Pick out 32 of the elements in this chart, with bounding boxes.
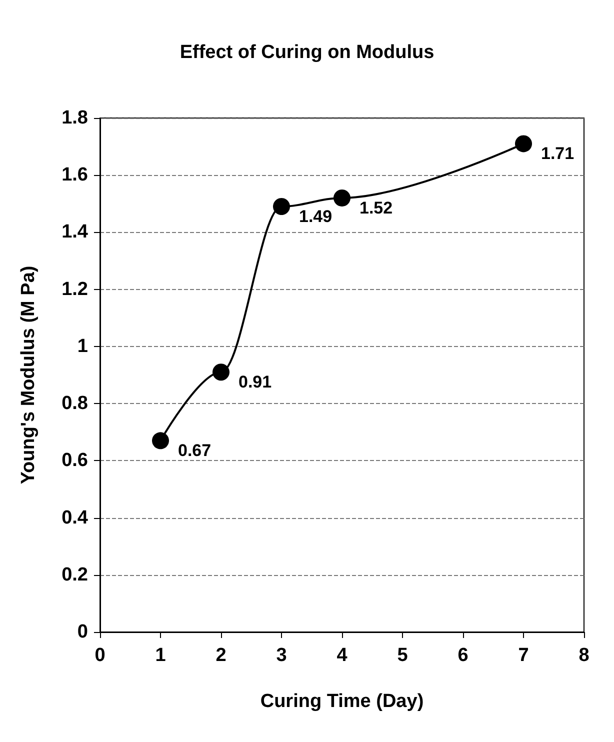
chart-title: Effect of Curing on Modulus bbox=[180, 42, 434, 63]
y-tick-label: 0.8 bbox=[62, 393, 88, 414]
point bbox=[334, 189, 350, 206]
data-label: 0.67 bbox=[178, 441, 212, 460]
x-tick-label: 8 bbox=[578, 645, 590, 666]
point bbox=[273, 198, 290, 216]
x-tick-label: 0 bbox=[94, 645, 106, 666]
y-axis-title: Young's Modulus (M Pa) bbox=[18, 266, 39, 484]
point bbox=[515, 135, 532, 152]
x-tick-label: 7 bbox=[518, 645, 529, 666]
x-tick-label: 3 bbox=[276, 645, 287, 666]
y-tick-label: 1.6 bbox=[62, 164, 88, 186]
y-tick-label: 0.4 bbox=[62, 507, 88, 528]
x-tick-label: 6 bbox=[458, 645, 468, 666]
y-tick-label: 1.8 bbox=[62, 108, 88, 128]
x-tick-label: 1 bbox=[155, 645, 166, 666]
x-tick-label: 5 bbox=[397, 645, 408, 666]
x-axis-title: Curing Time (Day) bbox=[260, 691, 424, 712]
point bbox=[152, 432, 169, 450]
y-tick-label: 0.6 bbox=[62, 450, 88, 472]
x-tick-label: 4 bbox=[336, 645, 348, 666]
y-tick-label: 0 bbox=[77, 622, 88, 642]
y-tick-label: 0.2 bbox=[62, 564, 88, 586]
data-label: 1.71 bbox=[541, 144, 574, 164]
data-label: 0.91 bbox=[238, 372, 272, 392]
point bbox=[212, 364, 230, 381]
data-label: 1.52 bbox=[360, 198, 393, 218]
y-tick-label: 1.2 bbox=[62, 278, 88, 300]
x-tick-label: 2 bbox=[216, 645, 226, 666]
y-tick-label: 1.4 bbox=[62, 222, 88, 243]
y-tick-label: 1 bbox=[77, 336, 88, 357]
data-label: 1.49 bbox=[299, 207, 332, 226]
